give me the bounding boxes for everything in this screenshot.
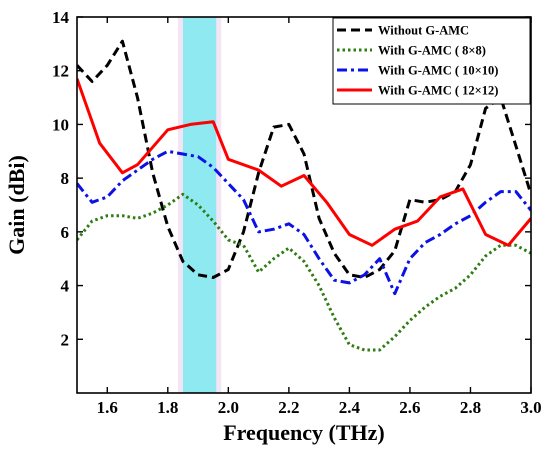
series-layer — [77, 39, 531, 352]
y-axis-title: Gain (dBi) — [4, 155, 29, 255]
y-tick-label: 6 — [61, 223, 70, 242]
plot-frame — [76, 16, 532, 394]
legend: Without G-AMC With G-AMC ( 8×8) With G-AMC… — [332, 17, 531, 105]
x-tick-label: 1.6 — [97, 398, 118, 417]
legend-label-2: With G-AMC ( 8×8) — [378, 44, 486, 58]
x-tick-label: 2.4 — [339, 398, 361, 417]
legend-box — [332, 17, 531, 105]
x-tick-label: 2.2 — [278, 398, 299, 417]
series-line-4 — [77, 78, 531, 247]
highlight-band-layer — [177, 17, 222, 393]
y-tick-label: 2 — [61, 330, 70, 349]
x-tick-label: 2.6 — [399, 398, 420, 417]
x-axis-title: Frequency (THz) — [223, 420, 385, 445]
x-tick-label: 1.8 — [157, 398, 178, 417]
y-tick-label: 12 — [52, 62, 69, 81]
y-tick-label: 10 — [52, 115, 69, 134]
tick-layer: 1.6 1.8 2.0 2.2 2.4 2.6 2.8 3.0 2 4 6 8 10 12 14 — [52, 8, 542, 417]
series-line-2 — [77, 192, 531, 352]
legend-label-4: With G-AMC ( 12×12) — [378, 84, 498, 98]
y-tick-label: 4 — [61, 277, 70, 296]
x-tick-label: 2.8 — [460, 398, 481, 417]
legend-label-3: With G-AMC ( 10×10) — [378, 64, 498, 78]
x-tick-label: 2.0 — [218, 398, 239, 417]
legend-label-1: Without G-AMC — [378, 24, 469, 38]
highlight-band — [182, 17, 217, 393]
series-line-3 — [77, 149, 531, 296]
x-tick-label: 3.0 — [520, 398, 541, 417]
y-tick-label: 14 — [52, 8, 70, 27]
y-tick-label: 8 — [61, 169, 70, 188]
